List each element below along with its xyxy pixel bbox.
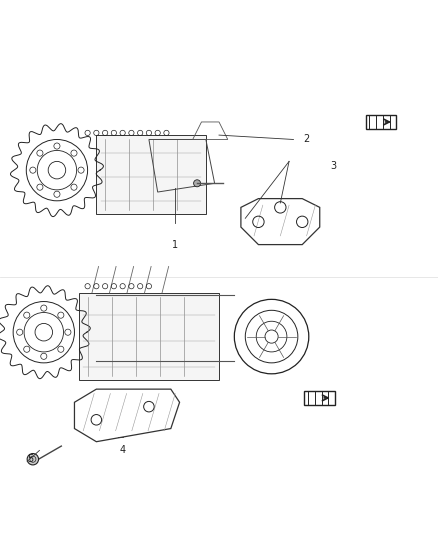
FancyBboxPatch shape	[96, 135, 206, 214]
Text: 5: 5	[28, 454, 34, 464]
FancyBboxPatch shape	[304, 391, 335, 405]
Text: 3: 3	[330, 161, 336, 171]
Circle shape	[27, 454, 39, 465]
Text: 2: 2	[304, 134, 310, 144]
Text: 4: 4	[120, 446, 126, 456]
Circle shape	[194, 180, 201, 187]
FancyBboxPatch shape	[79, 293, 219, 381]
Text: 1: 1	[172, 240, 178, 249]
FancyBboxPatch shape	[366, 115, 396, 129]
